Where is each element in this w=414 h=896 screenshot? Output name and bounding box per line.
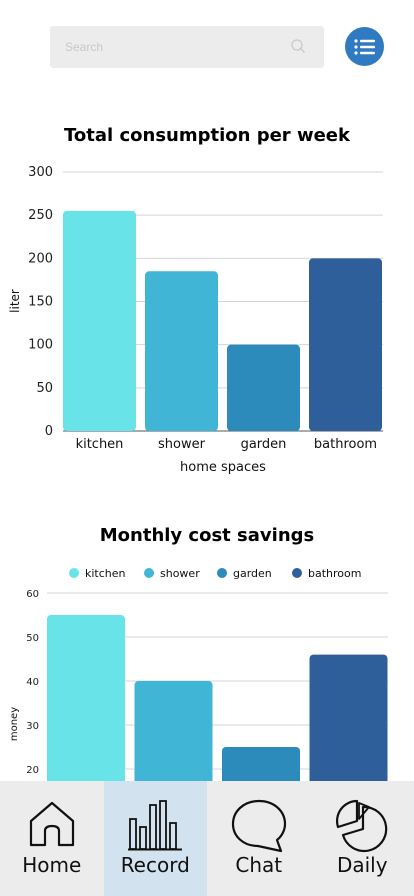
y-tick-label: 150 (28, 295, 53, 310)
menu-button[interactable] (345, 27, 384, 66)
chart-1-group: 0 50 100 150 200 250 300 kitchen shower garden bat… (8, 165, 383, 475)
legend-swatch-garden (217, 568, 227, 578)
legend-label-bathroom: bathroom (308, 567, 361, 580)
search-input[interactable] (50, 26, 324, 68)
bar-bathroom (309, 654, 388, 781)
bottom-nav: Home Record Chat Daily (0, 781, 414, 896)
search-bar (50, 26, 324, 68)
search-icon[interactable] (290, 38, 306, 54)
y-tick-label: 50 (36, 381, 53, 396)
y-tick-label: 250 (28, 208, 53, 223)
nav-label-record: Record (120, 853, 190, 877)
home-icon (29, 801, 74, 847)
y-tick-label: 50 (26, 633, 39, 644)
bar-kitchen (63, 210, 136, 431)
y-axis-label: liter (8, 289, 22, 313)
x-tick-label: bathroom (314, 437, 377, 452)
x-axis-label: home spaces (180, 460, 266, 475)
y-tick-label: 60 (26, 589, 39, 600)
bar-chart-icon (128, 800, 183, 851)
list-icon (353, 38, 375, 55)
bar-bathroom (309, 258, 382, 431)
legend-swatch-shower (144, 568, 154, 578)
y-tick-label: 30 (26, 721, 39, 732)
weekly-consumption-chart: 0 50 100 150 200 250 300 kitchen shower garden bat… (8, 165, 383, 475)
legend-swatch-bathroom (292, 568, 302, 578)
monthly-savings-chart: 20 30 40 50 60 money kitchen shower garden bathro… (9, 567, 388, 781)
x-tick-label: kitchen (76, 437, 124, 452)
chart-2-group: 20 30 40 50 60 money kitchen shower garden bathro… (9, 567, 388, 781)
x-tick-label: garden (241, 437, 287, 452)
nav-label-daily: Daily (336, 853, 388, 877)
bar-shower (134, 681, 213, 781)
x-tick-label: shower (158, 437, 206, 452)
chart-title-monthly: Monthly cost savings (99, 525, 315, 546)
nav-item-record[interactable]: Record (103, 781, 207, 896)
nav-item-daily[interactable]: Daily (311, 781, 414, 896)
pie-chart-icon (336, 799, 388, 852)
chart-title-weekly: Total consumption per week (64, 125, 350, 146)
legend-swatch-kitchen (69, 568, 79, 578)
bar-kitchen (47, 615, 125, 781)
y-axis-label: money (9, 707, 20, 741)
legend-label-kitchen: kitchen (85, 567, 126, 580)
nav-item-home[interactable]: Home (0, 781, 104, 896)
bar-garden (222, 747, 300, 781)
y-tick-label: 20 (26, 765, 39, 776)
y-tick-label: 200 (28, 251, 53, 266)
nav-label-home: Home (22, 853, 82, 877)
y-tick-label: 0 (45, 424, 53, 439)
y-tick-label: 40 (26, 677, 39, 688)
bar-garden (227, 344, 300, 431)
y-tick-label: 100 (28, 338, 53, 353)
chat-bubble-icon (231, 799, 286, 853)
nav-label-chat: Chat (235, 853, 283, 877)
legend-label-shower: shower (160, 567, 200, 580)
y-tick-label: 300 (28, 165, 53, 180)
bar-shower (145, 271, 218, 431)
nav-item-chat[interactable]: Chat (207, 781, 311, 896)
legend-label-garden: garden (233, 567, 272, 580)
